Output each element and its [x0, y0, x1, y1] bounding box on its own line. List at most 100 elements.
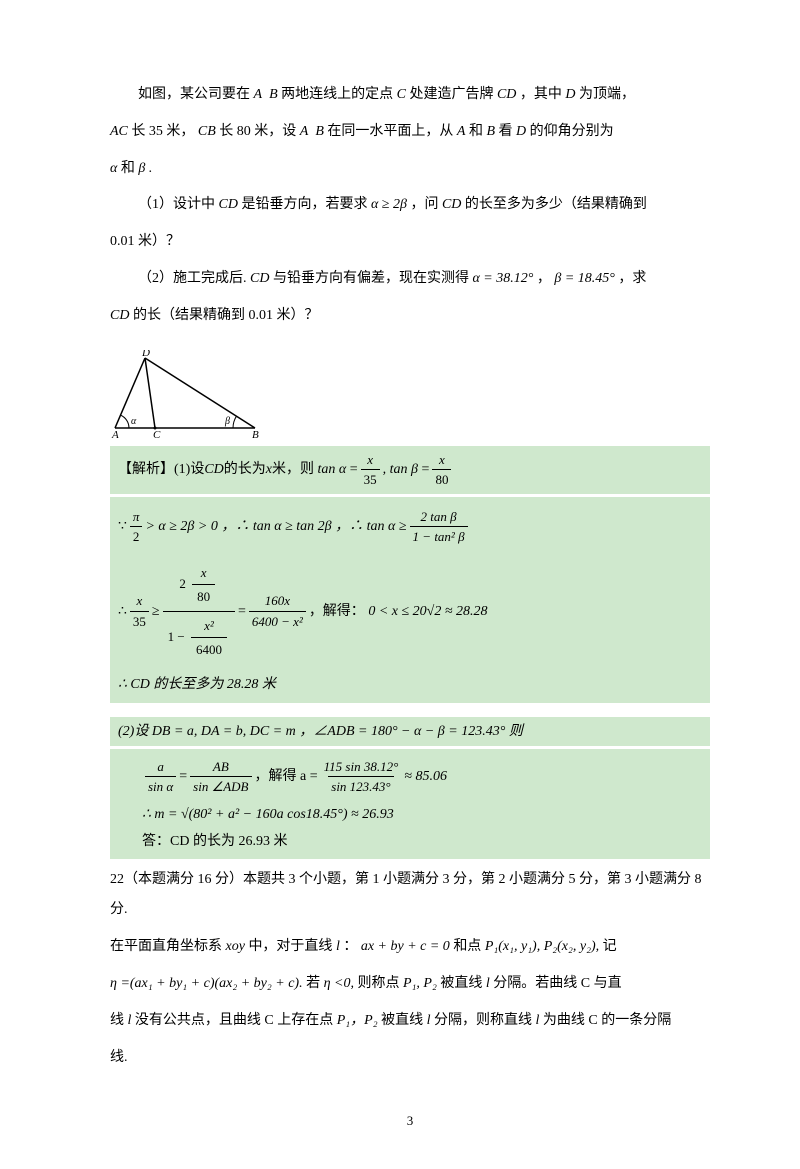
text: ，问 [410, 197, 438, 212]
den: 35 [361, 469, 380, 490]
num: π [130, 507, 143, 527]
beta-val: β = 18.45° [554, 271, 615, 286]
text: 分隔。若曲线 C 与直 [493, 976, 621, 991]
text: 被直线 [440, 976, 482, 991]
tan-b: , tan β [383, 459, 418, 480]
eq: = [350, 459, 358, 480]
eq: = [422, 459, 430, 480]
sym-CD: CD [250, 271, 269, 286]
alpha-val: α = 38.12° [472, 271, 533, 286]
text: 如图，某公司要在 [138, 87, 250, 102]
sym-CD: CD [497, 87, 516, 102]
num: 2 tan β [418, 507, 460, 527]
inner-frac-2: x² 6400 [191, 614, 227, 662]
sym-C: C [397, 87, 406, 102]
den: 1 − x² 6400 [163, 611, 235, 664]
solve-result: 0 < x ≤ 20√2 ≈ 28.28 [368, 601, 487, 622]
num: x [364, 450, 376, 470]
den: sin ∠ADB [190, 776, 251, 797]
num: 160x [262, 591, 293, 611]
sym-B: B [486, 124, 495, 139]
geq: ≥ [152, 601, 160, 622]
den: 35 [130, 611, 149, 632]
solve-label: ，解得： [309, 601, 365, 622]
text: 中，对于直线 [248, 939, 332, 954]
eta-lt0: η <0, [324, 976, 354, 991]
text: ，其中 [520, 87, 562, 102]
page-number: 3 [110, 1113, 710, 1129]
colon: ： [343, 939, 357, 954]
sym-CD: CD [442, 197, 461, 212]
num: x [134, 591, 146, 611]
eta-def: η =(ax₁ + by₁ + c)(ax₂ + by₂ + c). [110, 976, 303, 991]
sym-D: D [565, 87, 575, 102]
svg-text:C: C [153, 429, 161, 438]
frac-x-35b: x 35 [130, 591, 149, 631]
cond: α ≥ 2β [371, 197, 407, 212]
triangle-diagram: A C B Dα β [110, 350, 710, 438]
text: 两地连线上的定点 [281, 87, 393, 102]
den: sin α [145, 776, 176, 797]
text: 是铅垂方向，若要求 [241, 197, 367, 212]
answer: 答：CD 的长为 26.93 米 [142, 831, 287, 852]
p22-head: 22（本题满分 16 分）本题共 3 个小题，第 1 小题满分 3 分，第 2 … [110, 865, 710, 927]
p22-line2: η =(ax₁ + by₁ + c)(ax₂ + by₂ + c). 若 η <… [110, 969, 710, 1000]
num: a [154, 757, 167, 777]
den: 2 [130, 526, 143, 547]
solution-2-line1: (2)设 DB = a, DA = b, DC = m ，∠ADB = 180°… [110, 717, 710, 746]
svg-text:B: B [252, 429, 259, 438]
text: 处建造广告牌 [409, 87, 493, 102]
text: 的仰角分别为 [530, 124, 614, 139]
question-1: （1）设计中 CD 是铅垂方向，若要求 α ≥ 2β ，问 CD 的长至多为多少… [110, 190, 710, 221]
svg-text:α: α [131, 416, 137, 427]
svg-text:A: A [111, 429, 119, 438]
frac-compound: 2 x 80 1 − x² 6400 [163, 559, 235, 664]
sym-B: B [269, 87, 278, 102]
sym-alpha: α [110, 161, 117, 176]
question-2: （2）施工完成后. CD 与铅垂方向有偏差，现在实测得 α = 38.12° ，… [110, 264, 710, 295]
num: 115 sin 38.12° [321, 757, 402, 777]
solution-2-body: a sin α = AB sin ∠ADB ，解得 a = 115 sin 38… [110, 749, 710, 859]
text: 没有公共点，且曲线 C 上存在点 [135, 1013, 333, 1028]
text: 被直线 [381, 1013, 423, 1028]
solution-1-line1: 【解析】(1)设 CD 的长为 x 米，则 tan α = x 35 , tan… [110, 446, 710, 494]
sym-D: D [516, 124, 526, 139]
therefore: ∴ [118, 601, 127, 622]
text: 为曲线 C 的一条分隔 [543, 1013, 671, 1028]
text: （1）设计中 [138, 197, 215, 212]
sym-beta: β . [138, 161, 152, 176]
text: 的长为 [224, 459, 266, 480]
den: 80 [432, 469, 451, 490]
question-1b: 0.01 米）？ [110, 227, 710, 258]
line-eq: ax + by + c = 0 [361, 939, 450, 954]
text: 分隔，则称直线 [434, 1013, 532, 1028]
p22-line4: 线. [110, 1043, 710, 1074]
xoy: xoy [226, 939, 245, 954]
sym-B: B [315, 124, 324, 139]
den: sin 123.43° [328, 776, 393, 797]
text: 米，则 [272, 459, 314, 480]
frac-AB-sinADB: AB sin ∠ADB [190, 757, 251, 797]
text: 线. [110, 1050, 128, 1065]
text: 在平面直角坐标系 [110, 939, 222, 954]
sym-A: A [300, 124, 309, 139]
svg-text:β: β [224, 416, 230, 427]
text: 则称点 [358, 976, 400, 991]
sym-CD: CD [219, 197, 238, 212]
text: ， [537, 271, 551, 286]
text: 看 [499, 124, 513, 139]
frac-pi-2: π 2 [130, 507, 143, 547]
svg-text:D: D [141, 350, 150, 359]
frac-a-sina: a sin α [145, 757, 176, 797]
text: 和点 [453, 939, 481, 954]
sym-l: l [535, 1013, 539, 1028]
p1p2-comma: P₁，P₂ [337, 1013, 378, 1028]
text: 线 [110, 1013, 124, 1028]
question-2b: CD 的长（结果精确到 0.01 米）？ [110, 301, 710, 332]
one-minus: 1 − [168, 629, 185, 644]
sym-l: l [128, 1013, 132, 1028]
sym-CD: CD [110, 308, 129, 323]
text: 长 35 米， [131, 124, 194, 139]
sym-A: A [457, 124, 466, 139]
sym-l: l [427, 1013, 431, 1028]
